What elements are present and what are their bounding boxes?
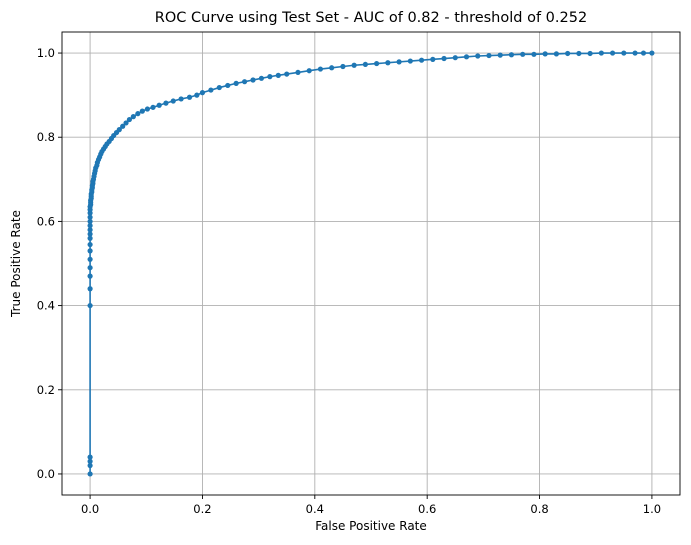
y-tick-label: 0.4 (37, 299, 55, 313)
x-tick-label: 0.6 (418, 502, 436, 516)
roc-point (275, 72, 281, 78)
roc-point (130, 114, 136, 120)
roc-curve-line (89, 52, 652, 474)
roc-point (87, 235, 93, 241)
roc-series (87, 50, 655, 477)
roc-point (87, 218, 93, 225)
roc-point (340, 63, 346, 70)
roc-point (126, 116, 133, 123)
roc-point (475, 53, 481, 59)
tick-marks (58, 52, 653, 499)
roc-point (163, 100, 169, 106)
roc-point (87, 241, 93, 248)
roc-point (87, 273, 93, 279)
roc-point (87, 471, 93, 477)
roc-point (87, 302, 93, 309)
roc-point (284, 71, 290, 77)
roc-point (441, 55, 447, 62)
roc-point (317, 66, 324, 72)
roc-point (87, 286, 93, 292)
roc-point (497, 52, 503, 58)
roc-point (258, 75, 265, 81)
roc-point (565, 50, 571, 57)
roc-point (640, 50, 647, 56)
roc-point (233, 80, 239, 86)
roc-point (123, 120, 129, 126)
roc-point (199, 90, 206, 96)
y-axis-label: True Positive Rate (9, 210, 23, 318)
roc-point (241, 79, 248, 85)
roc-point (508, 52, 515, 58)
y-tick-label: 0.6 (37, 214, 55, 228)
y-tick-label: 0.8 (37, 130, 55, 144)
roc-point (329, 65, 335, 71)
roc-point (144, 106, 150, 112)
roc-point (520, 51, 526, 57)
chart-title: ROC Curve using Test Set - AUC of 0.82 -… (155, 10, 587, 26)
roc-point (486, 52, 492, 59)
roc-point (139, 108, 145, 114)
roc-point (463, 54, 470, 60)
roc-point (362, 61, 368, 68)
roc-point (598, 50, 604, 56)
roc-point (150, 104, 156, 110)
roc-point (225, 82, 231, 89)
roc-point (186, 94, 193, 100)
roc-point (587, 50, 593, 57)
x-tick-label: 0.2 (193, 502, 211, 516)
roc-point (135, 111, 141, 117)
roc-point (87, 462, 93, 469)
plot-frame (61, 31, 681, 496)
roc-point (430, 56, 436, 62)
roc-point (374, 60, 380, 67)
roc-point (649, 50, 655, 56)
roc-point (621, 50, 627, 56)
x-axis-label: False Positive Rate (315, 519, 427, 533)
roc-point (178, 96, 184, 102)
roc-point (87, 214, 93, 220)
x-tick-label: 0.4 (306, 502, 324, 516)
x-tick-label: 0.0 (81, 502, 99, 516)
roc-point (120, 123, 126, 129)
grid-lines (62, 32, 680, 495)
roc-point (609, 50, 616, 56)
roc-point (250, 77, 256, 83)
roc-point (156, 102, 162, 108)
roc-point (216, 84, 222, 91)
x-tick-label: 1.0 (643, 502, 661, 516)
roc-point (87, 248, 93, 254)
roc-point (632, 50, 638, 56)
roc-point (87, 223, 93, 229)
y-tick-label: 0.0 (37, 467, 55, 481)
roc-point (87, 231, 93, 237)
roc-point (87, 454, 93, 460)
roc-point (542, 51, 548, 57)
tick-labels: 0.0 0.2 0.4 0.6 0.8 1.0 0.0 0.2 0.4 0.6 0.8 1.0 (37, 46, 661, 516)
y-tick-label: 0.2 (37, 383, 55, 397)
roc-point (87, 227, 93, 233)
roc-point (407, 58, 413, 64)
roc-point (116, 127, 122, 133)
roc-point (531, 51, 537, 57)
roc-point (418, 57, 425, 63)
roc-point (385, 60, 391, 66)
roc-point (396, 59, 402, 65)
x-tick-label: 0.8 (530, 502, 548, 516)
roc-point (170, 98, 176, 104)
roc-point (87, 458, 93, 464)
roc-point (208, 87, 214, 93)
roc-point (452, 55, 458, 61)
y-tick-label: 1.0 (37, 46, 55, 60)
roc-point (306, 68, 312, 74)
roc-point (194, 92, 200, 98)
roc-point (267, 74, 273, 80)
roc-point (295, 69, 301, 76)
roc-point (87, 265, 93, 271)
roc-point (351, 62, 357, 68)
roc-point (553, 51, 560, 57)
roc-point (87, 256, 93, 262)
roc-point (576, 50, 582, 57)
